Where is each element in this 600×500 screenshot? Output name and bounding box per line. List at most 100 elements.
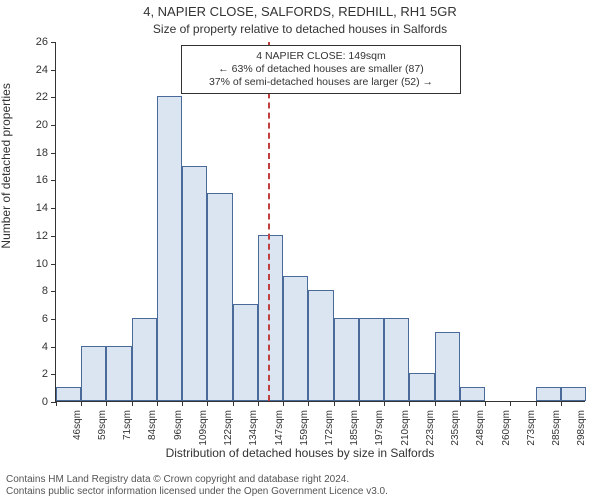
histogram-bar (409, 373, 434, 401)
y-tick-label: 22 (18, 91, 48, 103)
x-tick-label: 197sqm (374, 410, 385, 450)
property-marker-line (268, 42, 270, 401)
x-tick-mark (536, 401, 537, 406)
annotation-line: 37% of semi-detached houses are larger (… (190, 76, 452, 89)
x-tick-label: 109sqm (198, 410, 209, 450)
x-tick-label: 210sqm (400, 410, 411, 450)
y-tick-label: 24 (18, 64, 48, 76)
chart-subtitle: Size of property relative to detached ho… (0, 22, 600, 36)
y-tick-mark (51, 374, 56, 375)
x-tick-mark (157, 401, 158, 406)
histogram-bar (384, 318, 409, 401)
x-tick-mark (409, 401, 410, 406)
x-tick-mark (56, 401, 57, 406)
x-tick-mark (334, 401, 335, 406)
x-tick-label: 122sqm (223, 410, 234, 450)
y-tick-label: 6 (18, 313, 48, 325)
x-tick-label: 298sqm (576, 410, 587, 450)
y-tick-mark (51, 153, 56, 154)
histogram-bar (233, 304, 258, 401)
x-tick-label: 235sqm (450, 410, 461, 450)
x-axis-label: Distribution of detached houses by size … (0, 446, 600, 460)
x-tick-label: 147sqm (274, 410, 285, 450)
annotation-line: 4 NAPIER CLOSE: 149sqm (190, 50, 452, 63)
histogram-bar (435, 332, 460, 401)
y-tick-mark (51, 291, 56, 292)
y-tick-mark (51, 97, 56, 98)
histogram-bar (460, 387, 485, 401)
x-tick-mark (561, 401, 562, 406)
x-tick-label: 172sqm (324, 410, 335, 450)
y-tick-label: 20 (18, 119, 48, 131)
x-tick-mark (81, 401, 82, 406)
y-tick-mark (51, 70, 56, 71)
x-tick-mark (132, 401, 133, 406)
x-tick-mark (510, 401, 511, 406)
histogram-bar (106, 346, 131, 401)
y-tick-mark (51, 236, 56, 237)
histogram-bar (157, 96, 182, 401)
histogram-bar (536, 387, 561, 401)
x-tick-mark (435, 401, 436, 406)
histogram-bar (56, 387, 81, 401)
x-tick-mark (233, 401, 234, 406)
x-tick-label: 96sqm (173, 410, 184, 450)
x-tick-mark (485, 401, 486, 406)
x-tick-mark (106, 401, 107, 406)
y-axis-label: Number of detached properties (0, 83, 13, 248)
histogram-bar (334, 318, 359, 401)
x-tick-label: 248sqm (475, 410, 486, 450)
histogram-bar (182, 166, 207, 401)
annotation-box: 4 NAPIER CLOSE: 149sqm← 63% of detached … (181, 45, 461, 94)
y-tick-label: 8 (18, 285, 48, 297)
x-tick-label: 185sqm (349, 410, 360, 450)
x-tick-label: 223sqm (425, 410, 436, 450)
histogram-bar (81, 346, 106, 401)
x-tick-label: 46sqm (72, 410, 83, 450)
x-tick-mark (308, 401, 309, 406)
y-tick-label: 18 (18, 147, 48, 159)
x-tick-label: 134sqm (248, 410, 259, 450)
y-tick-mark (51, 319, 56, 320)
footer-line-1: Contains HM Land Registry data © Crown c… (6, 474, 594, 486)
histogram-bar (283, 276, 308, 401)
y-tick-label: 26 (18, 36, 48, 48)
x-tick-mark (283, 401, 284, 406)
x-tick-label: 84sqm (147, 410, 158, 450)
y-tick-mark (51, 264, 56, 265)
y-tick-mark (51, 125, 56, 126)
y-tick-label: 10 (18, 258, 48, 270)
histogram-bar (207, 193, 232, 401)
y-tick-label: 12 (18, 230, 48, 242)
chart-title: 4, NAPIER CLOSE, SALFORDS, REDHILL, RH1 … (0, 4, 600, 19)
x-tick-mark (384, 401, 385, 406)
plot-area: 0246810121416182022242646sqm59sqm71sqm84… (55, 42, 585, 402)
y-tick-label: 4 (18, 341, 48, 353)
x-tick-mark (359, 401, 360, 406)
y-tick-mark (51, 208, 56, 209)
y-tick-mark (51, 180, 56, 181)
chart-footer: Contains HM Land Registry data © Crown c… (6, 474, 594, 498)
x-tick-label: 71sqm (122, 410, 133, 450)
x-tick-mark (207, 401, 208, 406)
y-tick-label: 0 (18, 396, 48, 408)
histogram-bar (258, 235, 283, 401)
histogram-bar (359, 318, 384, 401)
footer-line-2: Contains public sector information licen… (6, 486, 594, 498)
y-tick-mark (51, 42, 56, 43)
y-tick-label: 2 (18, 368, 48, 380)
x-tick-mark (460, 401, 461, 406)
x-tick-mark (258, 401, 259, 406)
x-tick-label: 159sqm (299, 410, 310, 450)
x-tick-label: 285sqm (551, 410, 562, 450)
histogram-bar (561, 387, 586, 401)
histogram-bar (308, 290, 333, 401)
x-tick-label: 260sqm (501, 410, 512, 450)
histogram-bar (132, 318, 157, 401)
annotation-line: ← 63% of detached houses are smaller (87… (190, 63, 452, 76)
y-tick-label: 14 (18, 202, 48, 214)
chart-container: 4, NAPIER CLOSE, SALFORDS, REDHILL, RH1 … (0, 0, 600, 500)
x-tick-mark (182, 401, 183, 406)
x-tick-label: 273sqm (526, 410, 537, 450)
y-tick-label: 16 (18, 174, 48, 186)
